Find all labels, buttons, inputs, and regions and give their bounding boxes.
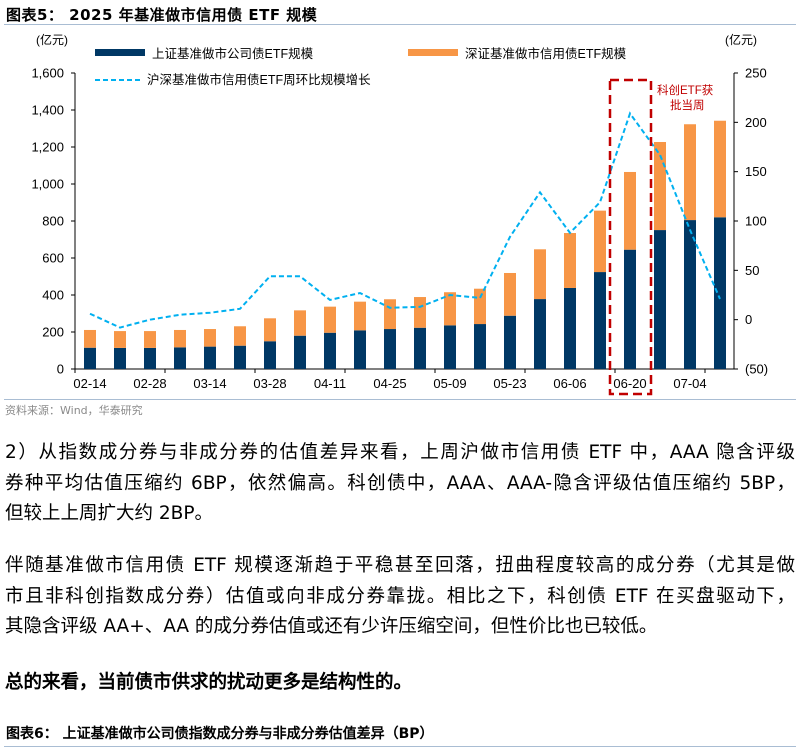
growth-line: [89, 111, 721, 329]
text-line: 2）从指数成分券与非成分券的估值差异来看，上周沪做市信用债 ETF 中，AAA …: [5, 442, 795, 463]
x-tick-label: 07-04: [673, 376, 706, 391]
bar-szse: [114, 331, 126, 348]
left-tick-label: 1,600: [31, 66, 64, 81]
right-tick-label: 150: [745, 164, 767, 179]
bar-szse: [234, 326, 246, 346]
bar-sse: [474, 324, 486, 369]
x-tick-label: 06-20: [613, 376, 646, 391]
bar-sse: [294, 335, 306, 369]
x-tick-label: 06-06: [553, 376, 586, 391]
bar-sse: [204, 346, 216, 369]
legend-label-szse: 深证基准做市信用债ETF规模: [465, 46, 627, 61]
right-tick-label: 200: [745, 115, 767, 130]
text-line: 伴随基准做市信用债 ETF 规模逐渐趋于平稳甚至回落，扭曲程度较高的成分券（尤其…: [5, 555, 795, 576]
bar-sse: [264, 341, 276, 369]
bar-sse: [654, 230, 666, 369]
etf-scale-chart: (亿元) (亿元) 上证基准做市公司债ETF规模 深证基准做市信用债ETF规模 …: [31, 32, 768, 396]
bar-sse: [84, 347, 96, 369]
bar-sse: [534, 299, 546, 369]
figure5-title: 图表5： 2025 年基准做市信用债 ETF 规模: [6, 6, 318, 24]
source-divider: [4, 399, 796, 400]
bar-szse: [504, 272, 516, 316]
right-tick-label: (50): [745, 362, 768, 377]
bar-sse: [354, 330, 366, 369]
bar-szse: [414, 297, 426, 328]
bar-sse: [144, 347, 156, 369]
left-tick-label: 0: [57, 362, 64, 377]
bar-sse: [624, 249, 636, 369]
left-tick-label: 1,200: [31, 140, 64, 155]
bar-szse: [144, 331, 156, 348]
highlight-box: [608, 78, 653, 396]
figure6-divider: [4, 746, 796, 747]
bar-szse: [204, 329, 216, 347]
annotation-line2: 批当周: [670, 98, 705, 112]
right-tick-label: 0: [745, 312, 752, 327]
bar-sse: [234, 345, 246, 369]
bar-szse: [474, 288, 486, 325]
x-tick-label: 04-11: [314, 376, 346, 391]
legend-label-growth: 沪深基准做市信用债ETF周环比规模增长: [147, 72, 371, 87]
left-tick-label: 400: [42, 288, 64, 303]
left-tick-label: 1,400: [31, 103, 64, 118]
bar-szse: [84, 329, 96, 348]
bar-szse: [624, 171, 636, 250]
title-divider: [4, 24, 796, 25]
bar-sse: [114, 347, 126, 369]
x-tick-label: 04-25: [373, 376, 406, 391]
bar-sse: [174, 347, 186, 369]
left-tick-label: 200: [42, 325, 64, 340]
legend-label-sse: 上证基准做市公司债ETF规模: [152, 46, 314, 61]
x-tick-label: 02-14: [73, 376, 106, 391]
legend-swatch-szse: [408, 49, 458, 56]
bar-szse: [534, 249, 546, 300]
right-tick-label: 100: [745, 214, 767, 229]
bar-szse: [384, 299, 396, 330]
source-note: 资料来源：Wind，华泰研究: [5, 404, 143, 417]
left-tick-label: 1,000: [31, 177, 64, 192]
paragraph-valuation-gap: 2）从指数成分券与非成分券的估值差异来看，上周沪做市信用债 ETF 中，AAA …: [5, 438, 795, 530]
bar-sse: [564, 287, 576, 369]
bar-szse: [564, 233, 576, 288]
bar-szse: [324, 306, 336, 333]
x-tick-label: 03-28: [253, 376, 286, 391]
bar-szse: [594, 210, 606, 273]
bar-szse: [174, 329, 186, 348]
paragraph-outlook: 伴随基准做市信用债 ETF 规模逐渐趋于平稳甚至回落，扭曲程度较高的成分券（尤其…: [5, 551, 795, 643]
figure6-title: 图表6： 上证基准做市公司债指数成分券与非成分券估值差异（BP）: [6, 726, 434, 742]
bar-szse: [684, 124, 696, 221]
bar-szse: [264, 318, 276, 342]
bar-szse: [294, 310, 306, 336]
bar-sse: [684, 220, 696, 369]
conclusion: 总的来看，当前债市供求的扰动更多是结构性的。: [5, 668, 795, 699]
right-tick-label: 250: [745, 66, 767, 81]
bar-szse: [354, 301, 366, 331]
left-tick-label: 800: [42, 214, 64, 229]
right-tick-label: 50: [745, 263, 759, 278]
bar-sse: [714, 217, 726, 369]
bar-sse: [414, 327, 426, 369]
bar-sse: [384, 329, 396, 369]
text-line: 其隐含评级 AA+、AA 的成分券估值或还有少许压缩空间，但性价比也已较低。: [5, 616, 658, 637]
x-tick-label: 05-09: [433, 376, 466, 391]
left-axis-unit: (亿元): [36, 32, 68, 47]
bar-sse: [444, 325, 456, 369]
bar-sse: [504, 315, 516, 369]
text-line: 市且非科创指数成分券）估值或向非成分券靠拢。相比之下，科创债 ETF 在买盘驱动…: [5, 585, 795, 607]
text-line: 券种平均估值压缩约 6BP，依然偏高。科创债中，AAA、AAA-隐含评级估值压缩…: [5, 472, 795, 494]
text-line: 但较上上周扩大约 2BP。: [5, 503, 213, 524]
x-tick-label: 02-28: [133, 376, 166, 391]
bar-sse: [594, 272, 606, 369]
right-axis-unit: (亿元): [725, 32, 757, 47]
x-tick-label: 05-23: [493, 376, 526, 391]
annotation-line1: 科创ETF获: [657, 83, 713, 97]
bar-szse: [444, 292, 456, 326]
bar-sse: [324, 332, 336, 369]
left-tick-label: 600: [42, 251, 64, 266]
bar-szse: [714, 120, 726, 218]
text-line: 总的来看，当前债市供求的扰动更多是结构性的。: [5, 672, 413, 693]
x-tick-label: 03-14: [193, 376, 226, 391]
legend-swatch-sse: [95, 49, 145, 56]
